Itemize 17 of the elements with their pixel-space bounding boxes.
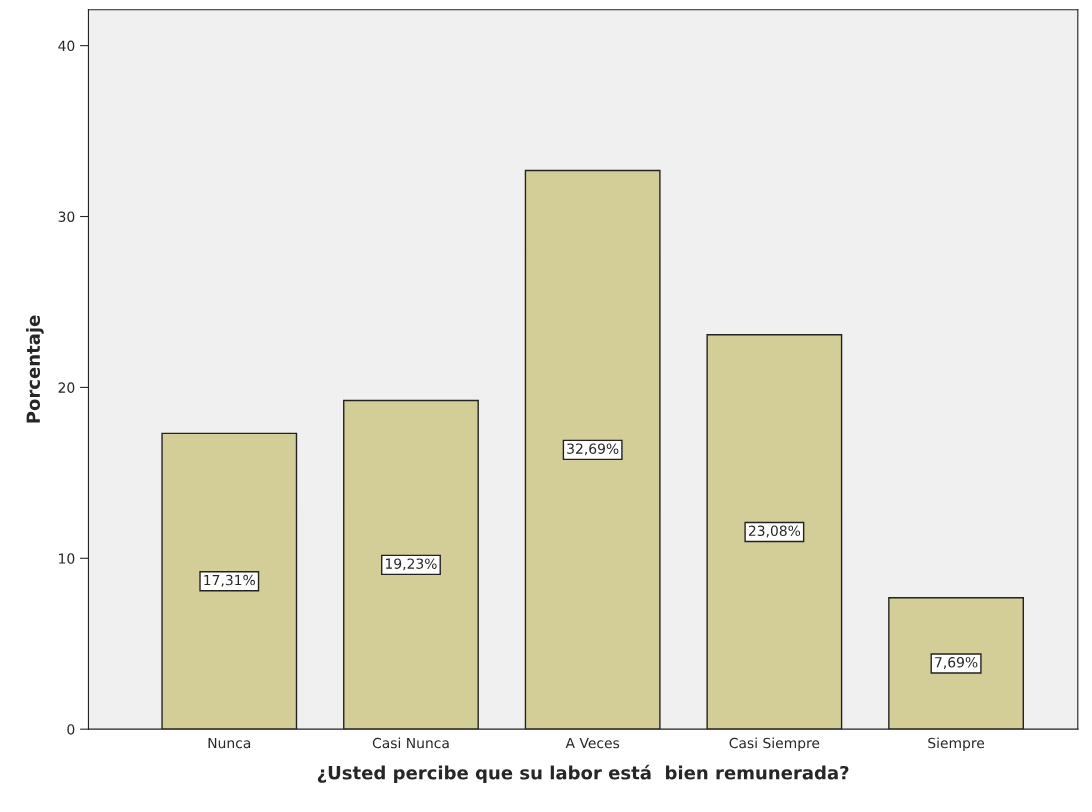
data-label: 23,08% (748, 525, 801, 538)
data-label: 19,23% (386, 558, 437, 571)
y-tick-label: 0 (67, 724, 75, 735)
data-label: 17,31% (204, 574, 255, 587)
x-tick-label: Siempre (928, 737, 985, 751)
x-tick-label: Nunca (208, 737, 251, 749)
y-tick-label: 20 (58, 382, 75, 393)
x-tick-label: A Veces (565, 737, 620, 749)
y-tick-label: 40 (58, 40, 75, 52)
y-tick-label: 30 (58, 211, 75, 222)
y-axis-title: Porcentaje (26, 315, 44, 423)
x-tick-label: Casi Nunca (372, 737, 449, 749)
y-tick-label: 10 (59, 553, 75, 564)
x-tick-label: Casi Siempre (729, 737, 820, 751)
data-label: 32,69% (567, 443, 619, 456)
x-axis-title: ¿Usted percibe que su labor está bien remunerada? (317, 764, 849, 784)
data-label: 7,69% (935, 656, 978, 669)
